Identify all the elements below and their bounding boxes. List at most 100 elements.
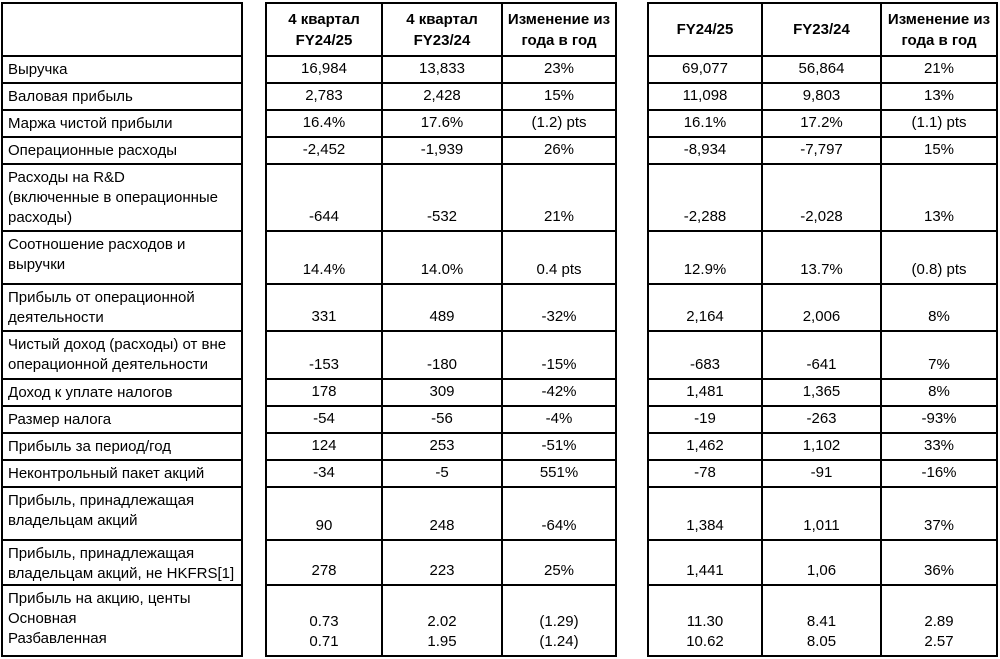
value-cell-year: 56,864 xyxy=(763,57,882,84)
value-cell-quarter: 26% xyxy=(503,138,617,165)
corner-cell xyxy=(1,2,243,57)
value-cell-year: -19 xyxy=(647,407,763,434)
column-gap xyxy=(617,407,647,434)
value-cell-quarter: 248 xyxy=(383,488,503,541)
column-gap xyxy=(243,165,265,232)
value-cell-quarter: 15% xyxy=(503,84,617,111)
value-cell-quarter: 223 xyxy=(383,541,503,586)
value-cell-quarter: 16.4% xyxy=(265,111,383,138)
value-cell-year: 17.2% xyxy=(763,111,882,138)
value-cell-year: 8% xyxy=(882,380,998,407)
row-label-cell: Валовая прибыль xyxy=(1,84,243,111)
value-cell-quarter: -532 xyxy=(383,165,503,232)
value-cell-quarter: (1.29) (1.24) xyxy=(503,586,617,657)
column-gap xyxy=(243,407,265,434)
col-header-year-fy2324: FY23/24 xyxy=(763,2,882,57)
col-header-quarter-fy2324: 4 квартал FY23/24 xyxy=(383,2,503,57)
column-gap xyxy=(243,586,265,657)
value-cell-quarter: -56 xyxy=(383,407,503,434)
value-cell-year: 37% xyxy=(882,488,998,541)
value-cell-year: 1,462 xyxy=(647,434,763,461)
value-cell-year: 8% xyxy=(882,285,998,332)
column-gap xyxy=(243,332,265,380)
value-cell-year: -2,028 xyxy=(763,165,882,232)
value-cell-year: 1,384 xyxy=(647,488,763,541)
col-header-year-yoy: Изменение из года в год xyxy=(882,2,998,57)
column-gap xyxy=(617,232,647,285)
value-cell-year: 36% xyxy=(882,541,998,586)
value-cell-year: 1,365 xyxy=(763,380,882,407)
column-gap xyxy=(243,138,265,165)
value-cell-quarter: 489 xyxy=(383,285,503,332)
column-gap xyxy=(617,285,647,332)
column-gap xyxy=(617,84,647,111)
row-label-cell: Доход к уплате налогов xyxy=(1,380,243,407)
value-cell-quarter: 2.02 1.95 xyxy=(383,586,503,657)
column-gap xyxy=(243,84,265,111)
value-cell-quarter: 331 xyxy=(265,285,383,332)
row-label-cell: Прибыль за период/год xyxy=(1,434,243,461)
value-cell-year: 11,098 xyxy=(647,84,763,111)
col-header-year-fy2425: FY24/25 xyxy=(647,2,763,57)
value-cell-year: 9,803 xyxy=(763,84,882,111)
value-cell-quarter: -54 xyxy=(265,407,383,434)
value-cell-quarter: (1.2) pts xyxy=(503,111,617,138)
value-cell-year: 7% xyxy=(882,332,998,380)
column-gap xyxy=(617,586,647,657)
value-cell-year: 69,077 xyxy=(647,57,763,84)
column-gap xyxy=(617,434,647,461)
row-label-cell: Операционные расходы xyxy=(1,138,243,165)
value-cell-year: 2,006 xyxy=(763,285,882,332)
value-cell-year: 21% xyxy=(882,57,998,84)
value-cell-year: 13% xyxy=(882,84,998,111)
value-cell-quarter: 16,984 xyxy=(265,57,383,84)
row-label-cell: Прибыль от операционной деятельности xyxy=(1,285,243,332)
row-label-cell: Чистый доход (расходы) от вне операционн… xyxy=(1,332,243,380)
row-label-cell: Прибыль на акцию, центы Основная Разбавл… xyxy=(1,586,243,657)
col-header-quarter-yoy: Изменение из года в год xyxy=(503,2,617,57)
value-cell-quarter: 17.6% xyxy=(383,111,503,138)
value-cell-quarter: 2,783 xyxy=(265,84,383,111)
column-gap xyxy=(243,461,265,488)
value-cell-year: -16% xyxy=(882,461,998,488)
value-cell-year: -7,797 xyxy=(763,138,882,165)
value-cell-quarter: 178 xyxy=(265,380,383,407)
value-cell-quarter: 551% xyxy=(503,461,617,488)
column-gap xyxy=(617,541,647,586)
row-label-cell: Прибыль, принадлежащая владельцам акций,… xyxy=(1,541,243,586)
value-cell-quarter: 23% xyxy=(503,57,617,84)
value-cell-year: 13% xyxy=(882,165,998,232)
value-cell-quarter: 90 xyxy=(265,488,383,541)
column-gap xyxy=(617,165,647,232)
value-cell-quarter: -32% xyxy=(503,285,617,332)
value-cell-quarter: -64% xyxy=(503,488,617,541)
value-cell-year: 16.1% xyxy=(647,111,763,138)
value-cell-year: 1,441 xyxy=(647,541,763,586)
column-gap xyxy=(243,232,265,285)
value-cell-quarter: 309 xyxy=(383,380,503,407)
value-cell-quarter: 0.4 pts xyxy=(503,232,617,285)
value-cell-quarter: 14.4% xyxy=(265,232,383,285)
value-cell-quarter: 124 xyxy=(265,434,383,461)
value-cell-quarter: 278 xyxy=(265,541,383,586)
value-cell-quarter: -5 xyxy=(383,461,503,488)
value-cell-quarter: 25% xyxy=(503,541,617,586)
value-cell-year: 11.30 10.62 xyxy=(647,586,763,657)
value-cell-year: -263 xyxy=(763,407,882,434)
value-cell-year: 12.9% xyxy=(647,232,763,285)
column-gap xyxy=(243,541,265,586)
value-cell-year: 33% xyxy=(882,434,998,461)
value-cell-year: (0.8) pts xyxy=(882,232,998,285)
column-gap xyxy=(617,138,647,165)
column-gap xyxy=(243,488,265,541)
column-gap xyxy=(243,111,265,138)
column-gap xyxy=(617,57,647,84)
column-gap xyxy=(617,111,647,138)
row-label-cell: Расходы на R&D (включенные в операционны… xyxy=(1,165,243,232)
value-cell-quarter: 0.73 0.71 xyxy=(265,586,383,657)
value-cell-quarter: -153 xyxy=(265,332,383,380)
value-cell-quarter: 13,833 xyxy=(383,57,503,84)
column-gap xyxy=(617,380,647,407)
value-cell-year: -78 xyxy=(647,461,763,488)
value-cell-year: -93% xyxy=(882,407,998,434)
